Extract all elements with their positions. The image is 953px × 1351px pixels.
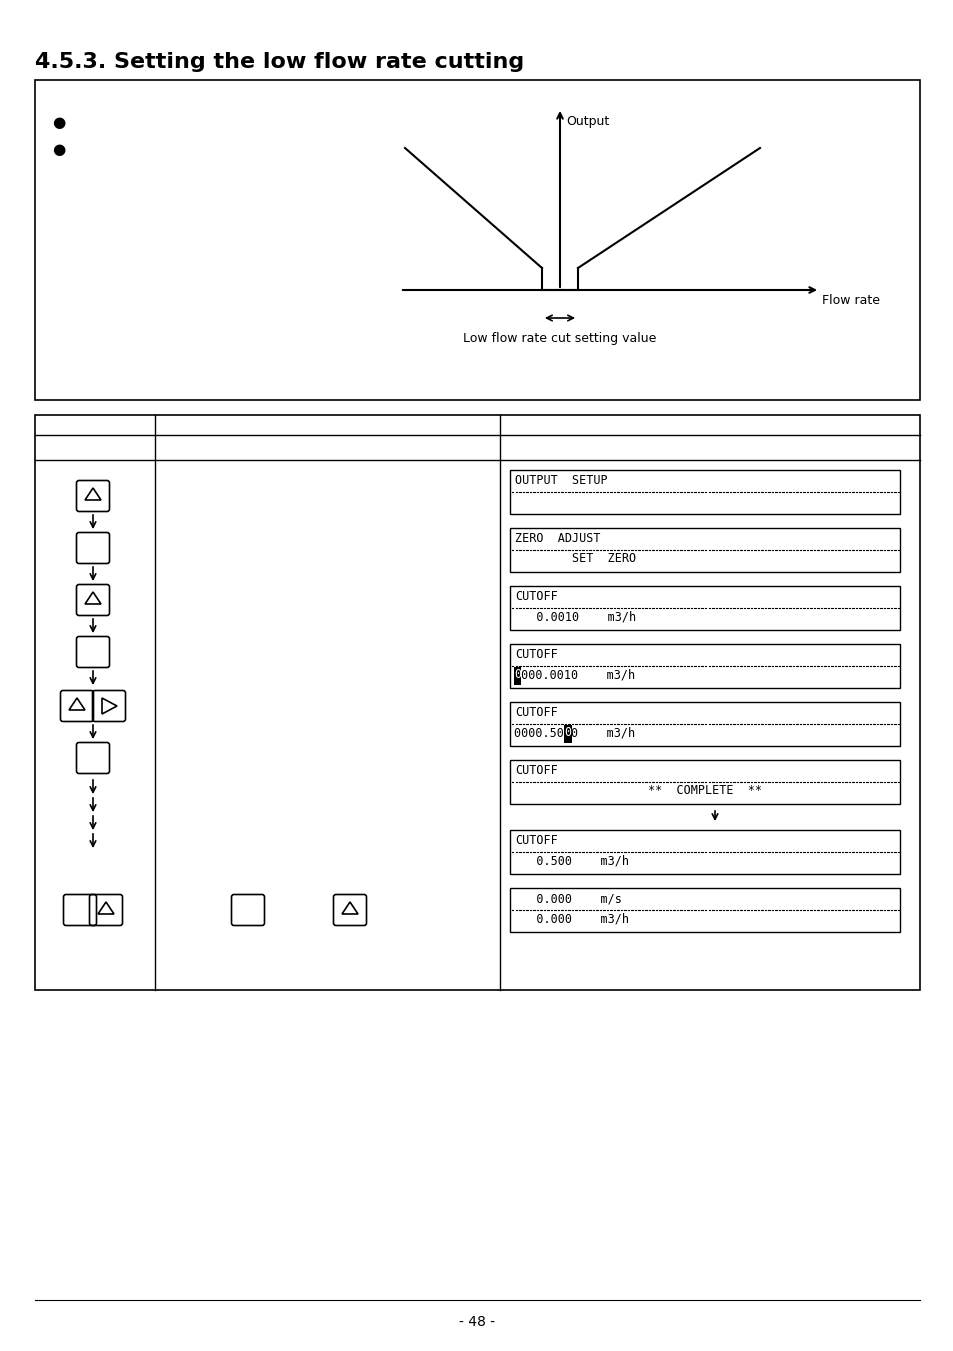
Text: SET  ZERO: SET ZERO [515,553,636,565]
Text: ZERO  ADJUST: ZERO ADJUST [515,532,599,544]
Text: **  COMPLETE  **: ** COMPLETE ** [647,784,761,797]
Text: CUTOFF: CUTOFF [515,834,558,847]
Text: 0: 0 [514,667,520,681]
Text: 0.500    m3/h: 0.500 m3/h [515,854,628,867]
Bar [510,644,899,688]
Bar [510,888,899,932]
Text: 0: 0 [564,725,571,739]
Bar [510,761,899,804]
Bar [514,667,520,685]
Text: 4.5.3. Setting the low flow rate cutting: 4.5.3. Setting the low flow rate cutting [35,51,524,72]
Text: Output: Output [565,115,609,128]
Text: CUTOFF: CUTOFF [515,765,558,777]
Text: ●: ● [52,115,65,130]
Bar [564,725,571,743]
Text: CUTOFF: CUTOFF [515,648,558,661]
Text: CUTOFF: CUTOFF [515,590,558,603]
Bar [510,586,899,630]
Bar [510,528,899,571]
Bar [35,80,919,400]
Text: 0000.0010    m3/h: 0000.0010 m3/h [514,667,635,681]
Text: OUTPUT  SETUP: OUTPUT SETUP [515,474,607,486]
Text: 0000.5000    m3/h: 0000.5000 m3/h [514,725,635,739]
Text: ●: ● [52,142,65,157]
Text: Flow rate: Flow rate [821,295,879,307]
Text: 0.000    m/s: 0.000 m/s [515,893,621,907]
Text: Low flow rate cut setting value: Low flow rate cut setting value [463,332,656,345]
Text: CUTOFF: CUTOFF [515,707,558,719]
Bar [510,830,899,874]
Bar [510,470,899,513]
Text: 0.0010    m3/h: 0.0010 m3/h [515,611,636,623]
Text: - 48 -: - 48 - [458,1315,495,1329]
Bar [510,703,899,746]
Text: 0.000    m3/h: 0.000 m3/h [515,913,628,925]
Bar [35,415,919,990]
